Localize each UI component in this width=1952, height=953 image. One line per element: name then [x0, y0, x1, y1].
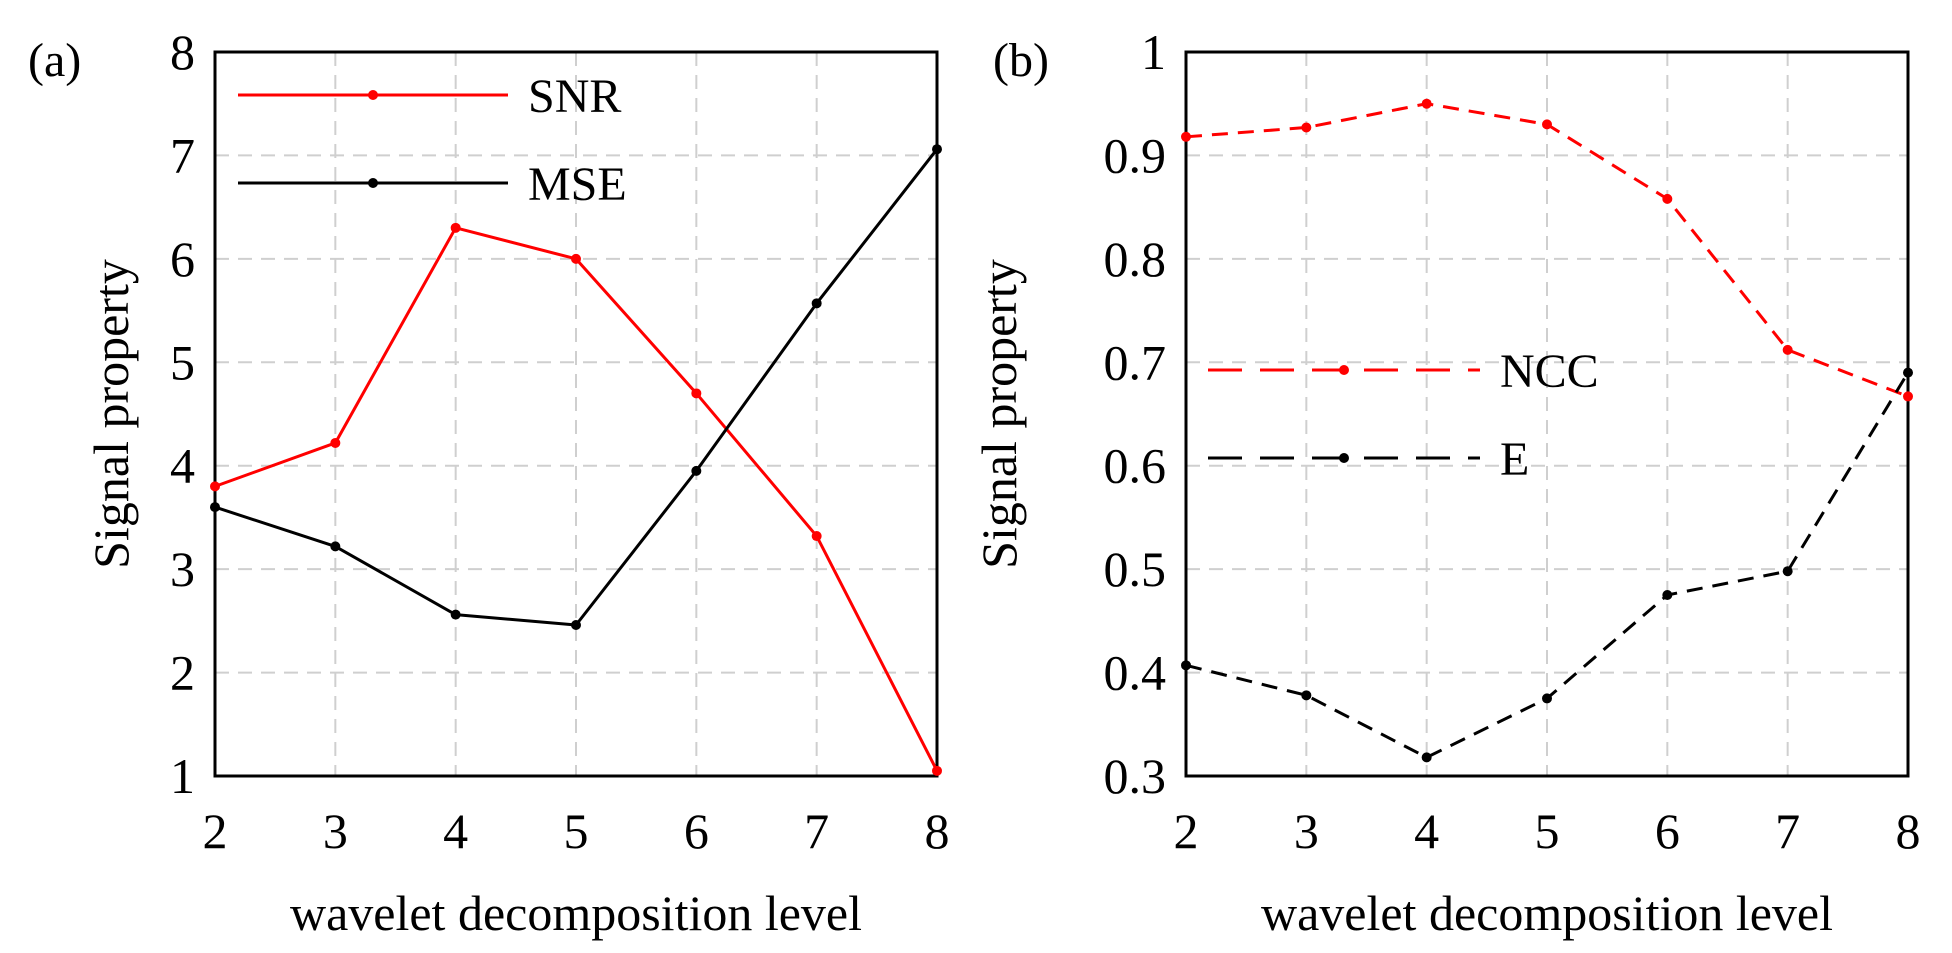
- panel-b-y-tick-label: 1: [1141, 24, 1166, 80]
- panel-a-series-mse-point: [450, 609, 461, 620]
- panel-a-series-mse-point: [932, 144, 942, 155]
- panel-b-y-tick-label: 0.6: [1104, 438, 1167, 494]
- panel-b-series-e-point: [1181, 660, 1191, 671]
- panel-a-series-mse-point: [811, 298, 822, 309]
- panel-b-x-tick-label: 5: [1535, 803, 1560, 859]
- panel-a-x-tick-label: 7: [804, 803, 829, 859]
- panel-a-y-tick-label: 3: [170, 541, 195, 597]
- panel-b-series-e-point: [1903, 367, 1913, 378]
- panel-a-x-tick-label: 5: [564, 803, 589, 859]
- panel-b-series-ncc-point: [1181, 131, 1191, 142]
- panel-b-legend-label-e: E: [1500, 433, 1529, 486]
- panel-a-x-tick-label: 6: [684, 803, 709, 859]
- panel-b-x-tick-label: 4: [1414, 803, 1439, 859]
- panel-b-series-e-point: [1301, 690, 1312, 701]
- panel-a-axes-frame: [213, 50, 939, 778]
- panel-a-series-mse-point: [330, 541, 341, 552]
- panel-b-series-ncc-point: [1542, 119, 1552, 130]
- panel-a-series-mse-point: [691, 465, 702, 476]
- panel-b-series-ncc-point: [1421, 98, 1432, 109]
- panel-b-series-ncc-point: [1301, 122, 1312, 133]
- panel-a-x-axis-title: wavelet decomposition level: [290, 885, 862, 941]
- panel-a-legend-label-mse: MSE: [528, 158, 627, 211]
- panel-b-y-tick-label: 0.3: [1104, 748, 1167, 804]
- panel-b-chart: 2 3 4 5 6 7 8 0.3 0.4 0.5 0.6 0.7 0.8 0.9 1 (b) Signal p…: [971, 24, 1921, 941]
- panel-b-series-e-point: [1421, 752, 1432, 763]
- panel-b-x-tick-label: 8: [1896, 803, 1921, 859]
- panel-b-y-tick-label: 0.7: [1104, 334, 1167, 390]
- panel-b-x-tick-label: 3: [1294, 803, 1319, 859]
- panel-b-y-tick-label: 0.4: [1104, 645, 1167, 701]
- panel-a-series-snr-point: [691, 388, 702, 399]
- panel-b-x-tick-label: 2: [1174, 803, 1199, 859]
- panel-a-y-tick-label: 5: [170, 334, 195, 390]
- panel-a-series-snr-point: [330, 437, 341, 448]
- panel-a-x-tick-label: 8: [925, 803, 950, 859]
- panel-b-series-e-point: [1542, 693, 1552, 704]
- panel-b-legend-marker-ncc: [1339, 365, 1349, 375]
- panel-a-series-snr-point: [450, 222, 461, 233]
- panel-b-x-tick-label: 6: [1655, 803, 1680, 859]
- panel-b-label: (b): [993, 34, 1049, 87]
- panel-a-y-tick-label: 2: [170, 645, 195, 701]
- panel-a-y-tick-label: 8: [170, 24, 195, 80]
- panel-a-legend: SNR MSE: [238, 70, 627, 211]
- panel-a-x-tick-label: 3: [323, 803, 348, 859]
- panel-a-series-snr-point: [571, 253, 581, 264]
- panel-b-y-axis-title: Signal property: [971, 259, 1027, 569]
- panel-a-y-tick-label: 1: [170, 748, 195, 804]
- panel-a-legend-label-snr: SNR: [528, 70, 621, 123]
- panel-b-series-e-point: [1782, 566, 1793, 577]
- panel-a-y-tick-label: 4: [170, 438, 195, 494]
- panel-b-series-ncc-point: [1782, 344, 1793, 355]
- panel-b-y-tick-label: 0.8: [1104, 231, 1167, 287]
- panel-b-legend-marker-e: [1339, 453, 1349, 463]
- panel-a-y-tick-label: 7: [170, 127, 195, 183]
- panel-a-y-axis-title: Signal property: [83, 259, 139, 569]
- panel-b-x-axis-title: wavelet decomposition level: [1261, 885, 1833, 941]
- panel-b-series-e-point: [1662, 590, 1673, 600]
- panel-a-series-snr-point: [932, 765, 942, 776]
- panel-a-x-tick-label: 4: [443, 803, 468, 859]
- panel-a-legend-marker-snr: [368, 90, 378, 100]
- panel-a-x-tick-label: 2: [203, 803, 228, 859]
- panel-a-label: (a): [28, 34, 81, 87]
- panel-b-axes-frame: [1184, 50, 1910, 778]
- panel-b-legend: NCC E: [1208, 345, 1599, 486]
- panel-a-series-mse-point: [571, 619, 581, 630]
- panel-b-y-tick-label: 0.9: [1104, 127, 1167, 183]
- panel-a-legend-marker-mse: [368, 178, 378, 188]
- panel-a-series-mse-point: [210, 502, 220, 513]
- panel-a-series-snr-point: [811, 531, 822, 542]
- panel-a-y-tick-label: 6: [170, 231, 195, 287]
- panel-a-series-snr-point: [210, 481, 220, 492]
- panel-b-legend-label-ncc: NCC: [1500, 345, 1599, 398]
- panel-b-x-tick-label: 7: [1775, 803, 1800, 859]
- panel-b-y-tick-label: 0.5: [1104, 541, 1167, 597]
- panel-b-series-ncc-point: [1903, 391, 1913, 402]
- panel-b-series-ncc-point: [1662, 193, 1673, 204]
